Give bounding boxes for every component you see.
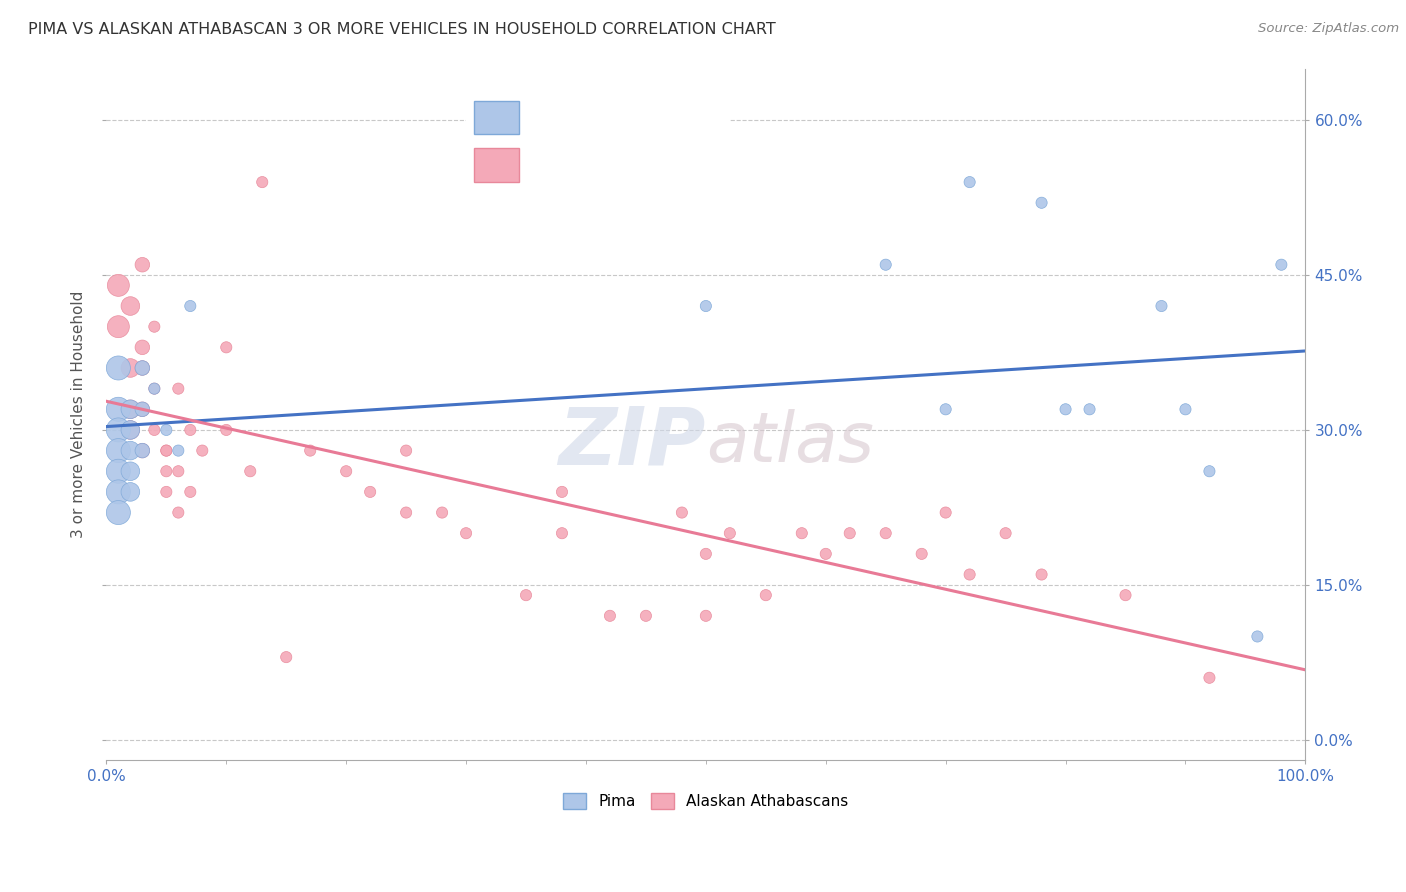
Point <box>935 506 957 520</box>
Point <box>1198 671 1220 685</box>
Point <box>107 423 129 437</box>
Point <box>120 402 142 417</box>
Point <box>935 402 957 417</box>
Point <box>875 526 897 541</box>
Point <box>107 464 129 478</box>
Point <box>838 526 860 541</box>
Text: atlas: atlas <box>706 409 875 475</box>
Point <box>959 175 981 189</box>
Point <box>167 506 190 520</box>
Point <box>131 443 153 458</box>
Point <box>551 484 574 499</box>
Point <box>1078 402 1101 417</box>
Point <box>107 278 129 293</box>
Point <box>155 464 177 478</box>
Point <box>634 608 657 623</box>
Point <box>120 464 142 478</box>
Point <box>790 526 813 541</box>
Point <box>155 484 177 499</box>
Point <box>1054 402 1077 417</box>
Point <box>143 382 166 396</box>
Point <box>671 506 693 520</box>
Point <box>179 299 201 313</box>
Point <box>359 484 381 499</box>
Point <box>718 526 741 541</box>
Point <box>454 526 477 541</box>
Point <box>191 443 214 458</box>
Point <box>599 608 621 623</box>
Point <box>167 382 190 396</box>
Point <box>107 402 129 417</box>
Point <box>695 299 717 313</box>
Point <box>551 526 574 541</box>
Point <box>1174 402 1197 417</box>
Point <box>107 319 129 334</box>
Point <box>131 402 153 417</box>
Point <box>131 361 153 376</box>
Point <box>239 464 262 478</box>
Point <box>120 299 142 313</box>
Point <box>1246 630 1268 644</box>
Point <box>875 258 897 272</box>
Point <box>155 423 177 437</box>
Point <box>107 443 129 458</box>
Point <box>215 423 238 437</box>
Point <box>143 423 166 437</box>
Point <box>276 650 298 665</box>
Text: PIMA VS ALASKAN ATHABASCAN 3 OR MORE VEHICLES IN HOUSEHOLD CORRELATION CHART: PIMA VS ALASKAN ATHABASCAN 3 OR MORE VEH… <box>28 22 776 37</box>
Point <box>994 526 1017 541</box>
Point <box>814 547 837 561</box>
Text: Source: ZipAtlas.com: Source: ZipAtlas.com <box>1258 22 1399 36</box>
Point <box>120 423 142 437</box>
Point <box>131 402 153 417</box>
Point <box>155 443 177 458</box>
Point <box>252 175 274 189</box>
Point <box>1031 195 1053 210</box>
Point <box>179 484 201 499</box>
Point <box>167 443 190 458</box>
Point <box>131 340 153 354</box>
Point <box>131 361 153 376</box>
Point <box>299 443 322 458</box>
Point <box>395 506 418 520</box>
Point <box>695 608 717 623</box>
Point <box>215 340 238 354</box>
Point <box>1115 588 1137 602</box>
Point <box>143 319 166 334</box>
Text: ZIP: ZIP <box>558 403 706 481</box>
Point <box>167 464 190 478</box>
Point <box>1150 299 1173 313</box>
Point <box>1198 464 1220 478</box>
Point <box>143 382 166 396</box>
Point <box>155 443 177 458</box>
Point <box>959 567 981 582</box>
Point <box>395 443 418 458</box>
Point <box>335 464 357 478</box>
Point <box>1270 258 1292 272</box>
Point <box>755 588 778 602</box>
Point <box>120 423 142 437</box>
Point <box>120 402 142 417</box>
Point <box>107 484 129 499</box>
Point <box>911 547 934 561</box>
Point <box>131 258 153 272</box>
Legend: Pima, Alaskan Athabascans: Pima, Alaskan Athabascans <box>557 787 855 815</box>
Point <box>515 588 537 602</box>
Point <box>120 484 142 499</box>
Point <box>131 443 153 458</box>
Point <box>107 506 129 520</box>
Point <box>107 361 129 376</box>
Point <box>430 506 453 520</box>
Y-axis label: 3 or more Vehicles in Household: 3 or more Vehicles in Household <box>72 291 86 538</box>
Point <box>179 423 201 437</box>
Point <box>120 443 142 458</box>
Point <box>695 547 717 561</box>
Point <box>120 361 142 376</box>
Point <box>1031 567 1053 582</box>
